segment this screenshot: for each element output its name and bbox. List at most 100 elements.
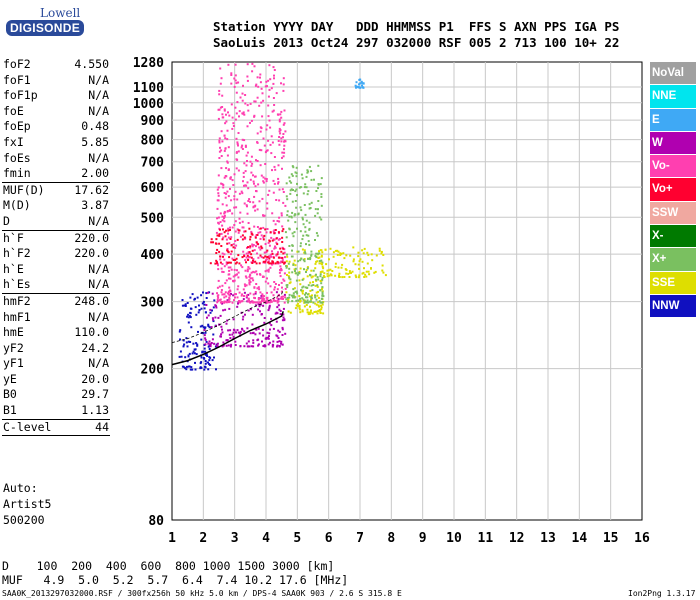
echo-point	[246, 212, 249, 215]
echo-point	[327, 269, 330, 272]
echo-point	[269, 143, 272, 146]
echo-point	[219, 221, 222, 223]
echo-point	[225, 229, 227, 232]
echo-point	[226, 129, 229, 132]
echo-point	[313, 178, 315, 181]
echo-point	[230, 236, 233, 239]
echo-point	[275, 291, 278, 294]
echo-point	[236, 238, 239, 241]
echo-point	[216, 234, 219, 237]
echo-point	[277, 238, 280, 241]
echo-point	[310, 250, 313, 253]
echo-point	[273, 156, 276, 158]
echo-point	[236, 141, 239, 144]
echo-point	[246, 160, 248, 162]
echo-point	[255, 328, 258, 331]
echo-point	[260, 87, 263, 90]
echo-point	[261, 340, 263, 343]
echo-point	[296, 305, 299, 308]
echo-point	[253, 195, 256, 198]
echo-point	[230, 268, 233, 271]
echo-point	[252, 279, 255, 282]
echo-point	[242, 171, 245, 174]
echo-point	[277, 304, 280, 307]
echo-point	[252, 206, 255, 209]
echo-point	[260, 174, 263, 177]
echo-point	[368, 273, 371, 276]
echo-point	[303, 249, 306, 252]
echo-point	[278, 256, 281, 259]
echo-point	[319, 271, 322, 274]
x-tick-label: 15	[603, 531, 619, 546]
echo-point	[232, 275, 235, 278]
echo-point	[256, 132, 259, 135]
echo-point	[270, 152, 273, 155]
echo-point	[203, 347, 206, 350]
echo-point	[272, 256, 275, 259]
echo-point	[280, 82, 282, 85]
echo-point	[318, 305, 320, 308]
echo-point	[309, 258, 312, 261]
echo-point	[210, 238, 213, 241]
param-value: 20.0	[81, 371, 109, 386]
echo-point	[321, 293, 324, 296]
echo-point	[255, 283, 258, 285]
echo-point	[271, 263, 274, 266]
echo-point	[219, 82, 222, 85]
echo-point	[241, 220, 244, 223]
echo-point	[232, 335, 235, 338]
echo-point	[256, 301, 259, 304]
echo-point	[241, 238, 244, 241]
legend-item-sse: SSE	[650, 271, 696, 294]
echo-point	[319, 312, 322, 314]
x-tick-label: 4	[262, 531, 270, 546]
echo-point	[233, 206, 236, 209]
echo-point	[232, 243, 235, 246]
echo-point	[256, 141, 259, 144]
echo-point	[258, 227, 261, 230]
echo-point	[302, 258, 305, 261]
echo-point	[302, 234, 305, 237]
echo-point	[319, 301, 322, 304]
echo-point	[228, 300, 231, 303]
echo-point	[237, 302, 239, 305]
echo-point	[370, 267, 372, 270]
echo-point	[224, 147, 227, 150]
echo-point	[228, 269, 231, 272]
echo-point	[294, 171, 297, 174]
echo-point	[234, 262, 237, 265]
echo-point	[276, 288, 279, 291]
echo-point	[251, 233, 254, 236]
echo-point	[230, 74, 233, 76]
echo-point	[294, 267, 297, 270]
echo-point	[222, 184, 225, 186]
echo-point	[271, 343, 274, 346]
echo-point	[299, 267, 302, 270]
echo-point	[292, 235, 295, 238]
echo-point	[305, 219, 308, 222]
echo-point	[262, 334, 265, 337]
echo-point	[227, 273, 230, 276]
echo-point	[265, 178, 268, 180]
echo-point	[317, 278, 320, 281]
legend-item-noval: NoVal	[650, 62, 696, 85]
echo-point	[233, 195, 236, 198]
echo-point	[305, 243, 307, 246]
echo-point	[251, 262, 254, 264]
echo-point	[266, 149, 269, 152]
echo-point	[218, 234, 221, 237]
echo-point	[297, 302, 300, 305]
echo-point	[249, 277, 252, 280]
echo-point	[267, 282, 270, 285]
echo-point	[363, 267, 365, 270]
echo-point	[225, 344, 228, 347]
echo-point	[260, 234, 263, 237]
echo-point	[292, 288, 295, 291]
echo-point	[227, 266, 230, 269]
echo-point	[262, 275, 265, 278]
echo-point	[221, 293, 224, 296]
echo-point	[255, 262, 258, 265]
echo-point	[231, 212, 234, 215]
echo-point	[267, 79, 270, 82]
echo-point	[243, 139, 246, 142]
